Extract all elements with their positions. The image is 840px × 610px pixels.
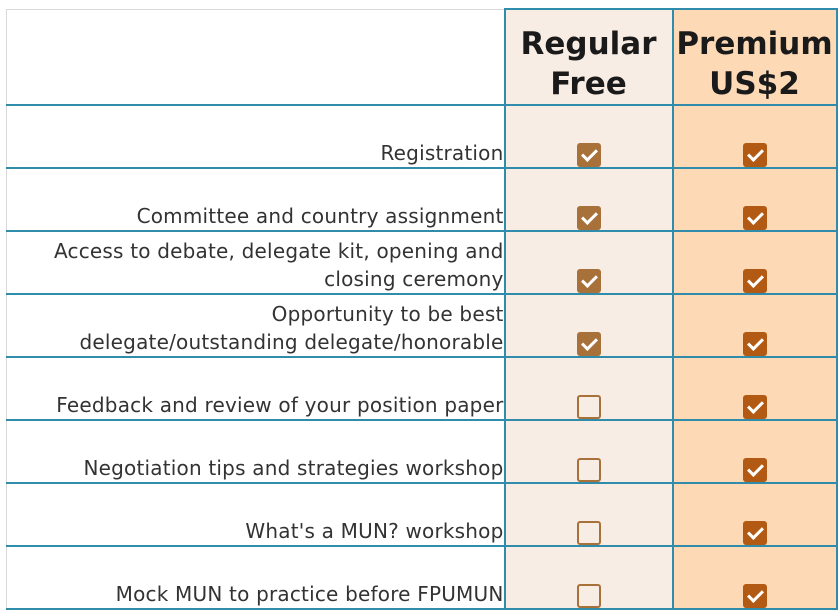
checked-checkbox-icon[interactable] [576,206,601,230]
regular-plan-name: Regular [520,26,657,62]
feature-label-line-2: Feedback and review of your position pap… [56,393,504,417]
checked-checkbox-icon[interactable] [742,332,767,356]
feature-label-cell: Negotiation tips and strategies workshop [6,420,505,484]
plan-comparison-table: Regular Free Premium US$2 Registration Co… [6,8,838,610]
feature-row: Registration [6,105,838,169]
feature-row: Negotiation tips and strategies workshop [6,420,838,484]
regular-feature-cell [503,294,674,358]
feature-label-line-2: What's a MUN? workshop [245,519,504,543]
feature-label-line-2: delegate/outstanding delegate/honorable [79,330,504,354]
feature-row: Opportunity to be best delegate/outstandi… [6,294,838,358]
feature-label-line-2: Committee and country assignment [136,204,504,228]
feature-row: Mock MUN to practice before FPUMUN [6,546,838,610]
premium-plan-price: US$2 [709,66,800,102]
premium-feature-cell [672,105,838,169]
regular-plan-price: Free [550,66,627,102]
checked-checkbox-icon[interactable] [576,332,601,356]
feature-label-cell: Access to debate, delegate kit, opening … [6,231,505,295]
premium-feature-cell [672,420,838,484]
feature-label-cell: Feedback and review of your position pap… [6,357,505,421]
premium-plan-name: Premium [676,26,833,62]
regular-feature-cell [503,420,674,484]
regular-feature-cell [503,483,674,547]
unchecked-checkbox-icon[interactable] [576,395,601,419]
checked-checkbox-icon[interactable] [742,395,767,419]
header-empty-cell [6,8,505,106]
unchecked-checkbox-icon[interactable] [576,584,601,608]
premium-feature-cell [672,357,838,421]
feature-row: Feedback and review of your position pap… [6,357,838,421]
premium-feature-cell [672,168,838,232]
feature-label-line-1: Access to debate, delegate kit, opening … [53,239,504,263]
checked-checkbox-icon[interactable] [742,143,767,167]
regular-feature-cell [503,231,674,295]
feature-row: What's a MUN? workshop [6,483,838,547]
checked-checkbox-icon[interactable] [742,269,767,293]
regular-feature-cell [503,168,674,232]
premium-feature-cell [672,294,838,358]
regular-feature-cell [503,105,674,169]
feature-label-cell: What's a MUN? workshop [6,483,505,547]
premium-feature-cell [672,483,838,547]
feature-row: Access to debate, delegate kit, opening … [6,231,838,295]
premium-feature-cell [672,546,838,610]
premium-feature-cell [672,231,838,295]
checked-checkbox-icon[interactable] [576,143,601,167]
premium-plan-header: Premium US$2 [672,8,838,106]
feature-label-line-1: Opportunity to be best [271,302,504,326]
feature-label-cell: Committee and country assignment [6,168,505,232]
feature-row: Committee and country assignment [6,168,838,232]
checked-checkbox-icon[interactable] [576,269,601,293]
checked-checkbox-icon[interactable] [742,521,767,545]
feature-label-cell: Mock MUN to practice before FPUMUN [6,546,505,610]
unchecked-checkbox-icon[interactable] [576,458,601,482]
checked-checkbox-icon[interactable] [742,206,767,230]
feature-label-line-2: closing ceremony [324,267,504,291]
unchecked-checkbox-icon[interactable] [576,521,601,545]
checked-checkbox-icon[interactable] [742,584,767,608]
header-row: Regular Free Premium US$2 [6,8,838,106]
feature-label-line-2: Negotiation tips and strategies workshop [83,456,504,480]
checked-checkbox-icon[interactable] [742,458,767,482]
feature-label-line-2: Mock MUN to practice before FPUMUN [115,582,504,606]
feature-label-cell: Opportunity to be best delegate/outstandi… [6,294,505,358]
feature-label-line-2: Registration [380,141,504,165]
feature-label-cell: Registration [6,105,505,169]
regular-plan-header: Regular Free [503,8,674,106]
regular-feature-cell [503,357,674,421]
regular-feature-cell [503,546,674,610]
